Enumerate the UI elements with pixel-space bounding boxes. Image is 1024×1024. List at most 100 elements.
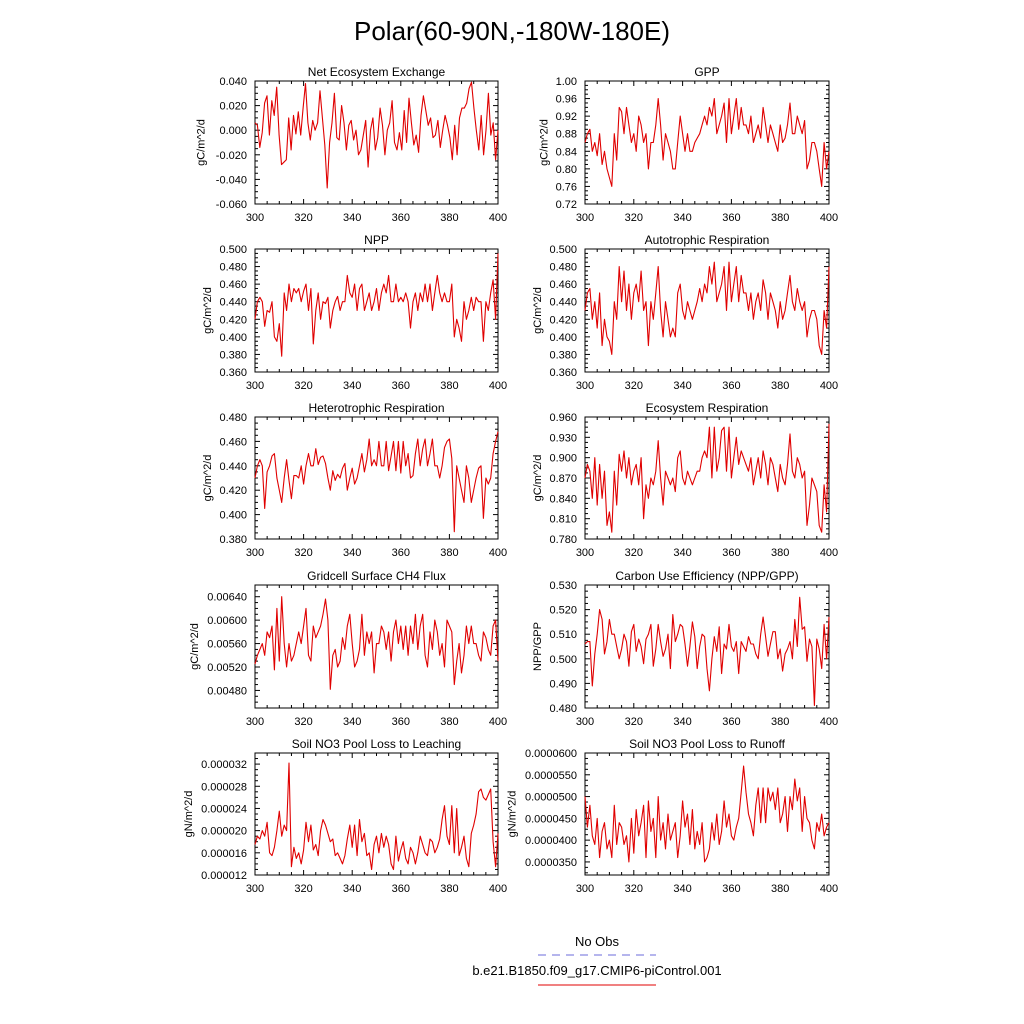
y-tick-label: 0.000032	[201, 759, 247, 771]
panel-autotrophic-respiration: Autotrophic Respiration 300 320 340 360 380 40…	[532, 233, 838, 392]
y-tick-label: 0.960	[549, 412, 577, 424]
x-tick-label: 380	[440, 212, 458, 224]
y-tick-label: 0.480	[549, 262, 577, 274]
y-axis-label: gC/m^2/d	[202, 287, 214, 334]
x-tick-label: 360	[722, 547, 740, 559]
x-tick-label: 400	[820, 547, 838, 559]
y-tick-label: 0.460	[219, 279, 247, 291]
x-tick-label: 340	[343, 883, 361, 895]
x-tick-label: 300	[576, 212, 594, 224]
y-tick-label: -0.060	[216, 199, 247, 211]
x-tick-label: 360	[392, 547, 410, 559]
plot-frame	[254, 248, 499, 373]
x-tick-label: 320	[294, 547, 312, 559]
legend-obs-label: No Obs	[575, 934, 620, 949]
y-tick-label: 0.92	[556, 111, 577, 123]
y-axis-label: NPP/GPP	[532, 622, 544, 671]
series-line	[254, 596, 499, 690]
series-line	[254, 431, 499, 533]
y-tick-label: 0.480	[549, 703, 577, 715]
y-tick-label: 0.00560	[207, 639, 247, 651]
x-tick-label: 300	[576, 547, 594, 559]
y-tick-label: 0.0000450	[525, 813, 577, 825]
y-axis-label: gC/m^2/d	[532, 287, 544, 334]
x-tick-label: 400	[489, 212, 507, 224]
y-tick-label: 0.000028	[201, 781, 247, 793]
y-tick-label: 0.440	[219, 297, 247, 309]
panel-gridcell-surface-ch4-flux: Gridcell Surface CH4 Flux 300 320 340 360 380…	[189, 569, 507, 728]
series-line	[254, 81, 499, 189]
legend: No Obs b.e21.B1850.f09_g17.CMIP6-piContr…	[472, 934, 722, 986]
x-tick-label: 360	[392, 883, 410, 895]
x-tick-label: 380	[440, 883, 458, 895]
y-tick-label: 0.040	[219, 76, 247, 88]
y-tick-label: 0.0000550	[525, 770, 577, 782]
panel-title: Carbon Use Efficiency (NPP/GPP)	[615, 569, 798, 583]
panel-soil-no3-pool-loss-to-runoff: Soil NO3 Pool Loss to Runoff 300 320 340 360…	[506, 737, 838, 895]
x-tick-label: 400	[820, 883, 838, 895]
y-tick-label: 0.490	[549, 678, 577, 690]
y-tick-label: 0.780	[549, 534, 577, 546]
x-tick-label: 340	[673, 716, 691, 728]
y-tick-label: 0.460	[549, 279, 577, 291]
y-tick-label: -0.040	[216, 174, 247, 186]
y-tick-label: 0.72	[556, 199, 577, 211]
figure-title: Polar(60-90N,-180W-180E)	[354, 16, 670, 46]
series-line	[584, 765, 830, 863]
series-line	[584, 261, 830, 355]
x-tick-label: 360	[392, 212, 410, 224]
y-tick-label: 0.88	[556, 129, 577, 141]
y-tick-label: 0.520	[549, 605, 577, 617]
panel-title: Gridcell Surface CH4 Flux	[307, 569, 446, 583]
x-tick-label: 340	[673, 883, 691, 895]
y-tick-label: 0.0000350	[525, 857, 577, 869]
x-tick-label: 400	[489, 547, 507, 559]
x-tick-label: 400	[820, 716, 838, 728]
panel-heterotrophic-respiration: Heterotrophic Respiration 300 320 340 360 380…	[202, 401, 507, 559]
x-tick-label: 300	[246, 716, 264, 728]
y-tick-label: 0.460	[219, 436, 247, 448]
x-tick-label: 400	[489, 716, 507, 728]
x-tick-label: 320	[625, 380, 643, 392]
x-tick-label: 320	[294, 716, 312, 728]
series-line	[254, 253, 499, 357]
y-tick-label: 0.0000400	[525, 835, 577, 847]
x-tick-label: 360	[392, 380, 410, 392]
x-tick-label: 380	[771, 212, 789, 224]
x-tick-label: 340	[343, 716, 361, 728]
y-tick-label: 0.000	[219, 125, 247, 137]
y-tick-label: 0.480	[219, 262, 247, 274]
x-tick-label: 300	[246, 212, 264, 224]
y-axis-label: gC/m^2/d	[202, 455, 214, 502]
y-tick-label: 0.0000600	[525, 748, 577, 760]
y-tick-label: 0.76	[556, 181, 577, 193]
plot-frame	[254, 416, 499, 540]
x-tick-label: 360	[722, 380, 740, 392]
y-tick-label: 1.00	[556, 76, 577, 88]
y-tick-label: 0.020	[219, 101, 247, 113]
y-tick-label: 0.360	[219, 367, 247, 379]
y-tick-label: 0.930	[549, 432, 577, 444]
y-tick-label: 0.440	[549, 297, 577, 309]
y-tick-label: -0.020	[216, 150, 247, 162]
legend-model-label: b.e21.B1850.f09_g17.CMIP6-piControl.001	[472, 963, 721, 978]
x-tick-label: 380	[771, 547, 789, 559]
x-tick-label: 360	[722, 212, 740, 224]
series-line	[254, 762, 499, 871]
y-tick-label: 0.380	[549, 349, 577, 361]
x-tick-label: 380	[771, 716, 789, 728]
y-tick-label: 0.96	[556, 94, 577, 106]
x-tick-label: 380	[440, 380, 458, 392]
y-axis-label: gC/m^2/d	[532, 455, 544, 502]
x-tick-label: 360	[722, 716, 740, 728]
y-tick-label: 0.00640	[207, 592, 247, 604]
series-line	[584, 98, 830, 187]
panel-ecosystem-respiration: Ecosystem Respiration 300 320 340 360 380 400 0…	[532, 401, 838, 559]
y-tick-label: 0.530	[549, 580, 577, 592]
y-tick-label: 0.510	[549, 629, 577, 641]
panel-title: Net Ecosystem Exchange	[308, 65, 446, 79]
y-tick-label: 0.000012	[201, 870, 247, 882]
y-tick-label: 0.480	[219, 412, 247, 424]
panel-title: Soil NO3 Pool Loss to Leaching	[292, 737, 461, 751]
y-tick-label: 0.420	[219, 314, 247, 326]
